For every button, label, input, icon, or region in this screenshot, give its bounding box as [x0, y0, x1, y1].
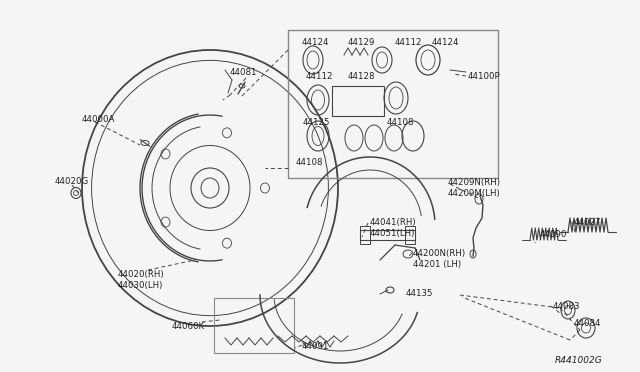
Text: 44112: 44112	[395, 38, 422, 47]
Bar	[288, 30, 498, 178]
Text: 44201 (LH): 44201 (LH)	[413, 260, 461, 269]
Text: 44135: 44135	[406, 289, 433, 298]
Text: 44081: 44081	[230, 68, 257, 77]
Text: 44020(RH): 44020(RH)	[118, 270, 164, 279]
Text: 44030(LH): 44030(LH)	[118, 281, 163, 290]
Text: 44112: 44112	[306, 72, 333, 81]
Text: 44027: 44027	[574, 218, 602, 227]
Text: 44041(RH): 44041(RH)	[370, 218, 417, 227]
Text: 44100P: 44100P	[468, 72, 500, 81]
Text: 44124: 44124	[432, 38, 460, 47]
Bar	[405, 226, 415, 244]
Bar	[214, 298, 294, 353]
Text: 44200N(RH): 44200N(RH)	[413, 249, 466, 258]
Bar	[360, 226, 370, 244]
Text: 44000A: 44000A	[82, 115, 115, 124]
Text: 44125: 44125	[303, 118, 330, 127]
Text: 44209N(RH): 44209N(RH)	[448, 178, 501, 187]
Text: 44084: 44084	[574, 319, 602, 328]
Text: 44209M(LH): 44209M(LH)	[448, 189, 500, 198]
Text: 44020G: 44020G	[55, 177, 89, 186]
Bar	[360, 230, 415, 240]
Text: 44108: 44108	[296, 158, 323, 167]
Text: 44128: 44128	[348, 72, 376, 81]
Bar	[332, 86, 384, 116]
Text: 44108: 44108	[387, 118, 415, 127]
Text: 44090: 44090	[540, 230, 568, 239]
Text: 44060K: 44060K	[172, 322, 205, 331]
Text: 44051(LH): 44051(LH)	[370, 229, 415, 238]
Text: 44124: 44124	[302, 38, 330, 47]
Text: 44129: 44129	[348, 38, 376, 47]
Text: 44083: 44083	[553, 302, 580, 311]
Text: 44091: 44091	[302, 342, 330, 351]
Text: R441002G: R441002G	[555, 356, 603, 365]
